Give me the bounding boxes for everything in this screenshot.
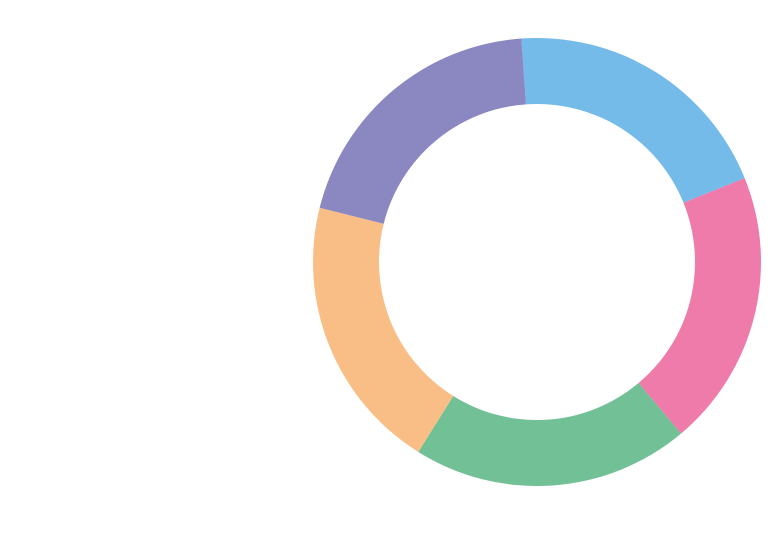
donut-segment [312, 207, 454, 452]
donut-segment [418, 383, 681, 487]
donut-segment [638, 178, 762, 434]
donut-segment [521, 38, 745, 203]
donut-segment [319, 38, 526, 224]
